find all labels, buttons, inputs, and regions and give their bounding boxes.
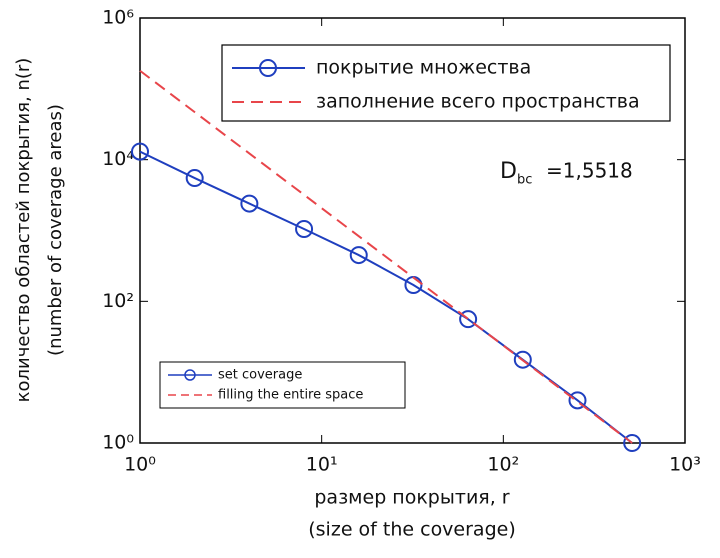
data-point [513, 350, 532, 369]
x-tick-label: 10² [487, 454, 519, 476]
series-line [139, 69, 633, 444]
legend-inset [159, 361, 406, 409]
y-tick-label: 10² [102, 290, 134, 312]
data-point [568, 391, 587, 410]
legend-marker [184, 369, 196, 381]
data-point [185, 169, 204, 188]
legend-label: покрытие множества [316, 57, 531, 79]
x-tick-label: 10⁰ [124, 454, 156, 476]
annotation: =1,5518 [546, 159, 633, 183]
x-axis-label: (size of the coverage) [308, 519, 516, 541]
y-tick-label: 10⁴ [102, 148, 134, 170]
y-tick-label: 10⁰ [102, 432, 134, 454]
x-tick-label: 10¹ [306, 454, 338, 476]
data-point [349, 246, 368, 265]
annotation: D [500, 159, 517, 184]
data-point [459, 310, 478, 329]
x-axis-label: размер покрытия, r [314, 487, 509, 509]
x-tick-label: 10³ [669, 454, 701, 476]
plot-frame [139, 17, 686, 444]
data-point [131, 142, 149, 161]
legend-marker [259, 59, 277, 77]
data-point [623, 434, 642, 452]
data-point [240, 194, 259, 213]
data-point [295, 219, 314, 238]
legend [221, 44, 671, 122]
y-axis-label: (number of coverage areas) [45, 104, 66, 356]
legend-label: filling the entire space [218, 388, 363, 403]
legend-label: заполнение всего пространства [316, 91, 640, 113]
y-tick-label: 10⁶ [102, 7, 134, 29]
legend-label: set coverage [218, 368, 302, 383]
annotation: bc [517, 173, 532, 188]
y-axis-label: количество областей покрытия, n(r) [13, 58, 34, 403]
